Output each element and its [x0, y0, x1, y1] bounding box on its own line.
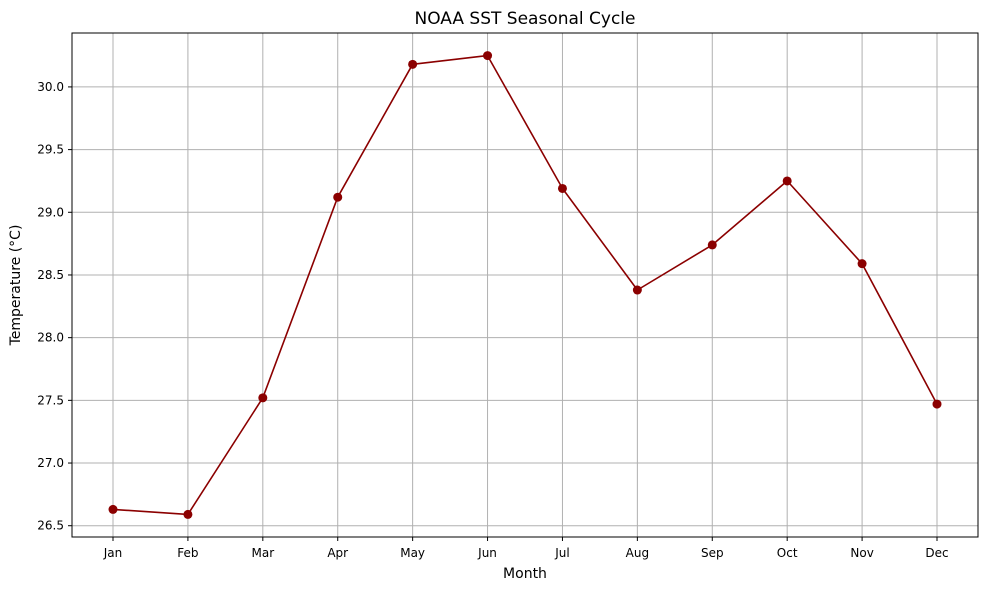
data-point-mar — [258, 393, 268, 403]
y-axis-label: Temperature (°C) — [8, 225, 24, 347]
data-point-aug — [632, 285, 642, 295]
grid-lines — [72, 33, 978, 537]
y-tick-label: 30.0 — [37, 80, 64, 94]
x-tick-label: Jun — [477, 546, 497, 560]
y-axis-ticks: 26.5 27.0 27.5 28.0 28.5 29.0 29.5 30.0 — [37, 80, 72, 533]
x-tick-label: Nov — [850, 546, 873, 560]
chart-title: NOAA SST Seasonal Cycle — [414, 9, 635, 29]
x-axis-label: Month — [503, 566, 547, 582]
x-tick-label: Mar — [251, 546, 274, 560]
data-point-jul — [557, 183, 567, 193]
data-point-may — [408, 59, 418, 69]
x-tick-label: May — [400, 546, 425, 560]
x-tick-label: Sep — [701, 546, 724, 560]
data-point-jan — [108, 504, 118, 514]
x-tick-label: Jul — [554, 546, 569, 560]
data-point-oct — [782, 176, 792, 186]
x-tick-label: Dec — [925, 546, 948, 560]
y-tick-label: 26.5 — [37, 519, 64, 533]
y-tick-label: 29.0 — [37, 205, 64, 219]
data-point-jun — [483, 51, 493, 61]
data-point-apr — [333, 192, 343, 202]
data-point-nov — [857, 259, 867, 269]
plot-frame — [71, 32, 979, 538]
x-axis-ticks: Jan Feb Mar Apr May Jun Jul Aug Sep Oct Nov Dec — [103, 537, 949, 560]
series-line — [112, 54, 938, 516]
x-tick-label: Feb — [177, 546, 198, 560]
y-tick-label: 27.0 — [37, 456, 64, 470]
y-tick-label: 28.0 — [37, 331, 64, 345]
x-tick-label: Jan — [103, 546, 123, 560]
y-tick-label: 27.5 — [37, 393, 64, 407]
series-layer — [108, 51, 942, 519]
x-tick-label: Oct — [777, 546, 798, 560]
y-tick-label: 28.5 — [37, 268, 64, 282]
x-tick-label: Apr — [327, 546, 348, 560]
data-point-sep — [707, 240, 717, 250]
data-point-dec — [932, 399, 942, 409]
y-tick-label: 29.5 — [37, 143, 64, 157]
data-point-feb — [183, 509, 193, 519]
x-tick-label: Aug — [626, 546, 649, 560]
